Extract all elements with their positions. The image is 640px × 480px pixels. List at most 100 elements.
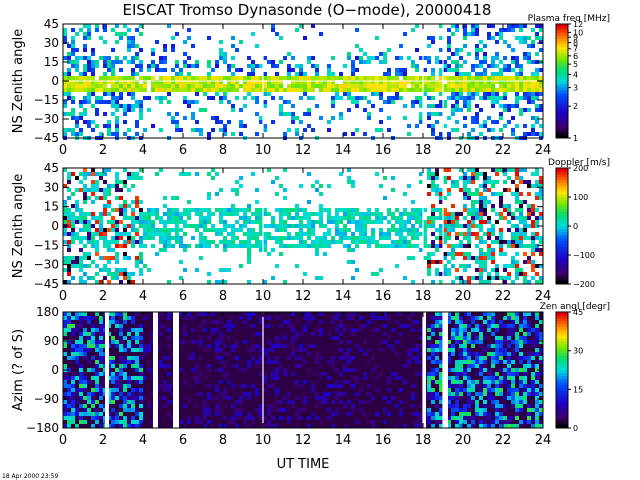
colorbar-cell	[556, 246, 568, 250]
data-cell	[63, 56, 67, 60]
data-cell	[79, 416, 83, 420]
data-cell	[295, 244, 299, 248]
data-cell	[251, 356, 255, 360]
data-cell	[495, 400, 499, 404]
data-cell	[135, 368, 139, 372]
data-cell	[375, 376, 379, 380]
data-cell	[367, 88, 371, 92]
data-cell	[539, 80, 543, 84]
data-cell	[495, 408, 499, 412]
data-cell	[247, 64, 251, 68]
data-cell	[483, 188, 487, 192]
data-cell	[443, 180, 447, 184]
data-cell	[195, 404, 199, 408]
y-tick-label: 45	[44, 17, 59, 31]
data-cell	[95, 84, 99, 88]
data-cell	[79, 332, 83, 336]
colorbar-cell	[556, 29, 568, 34]
data-cell	[303, 36, 307, 40]
data-cell	[115, 340, 119, 344]
data-cell	[331, 240, 335, 244]
data-cell	[79, 372, 83, 376]
data-cell	[71, 128, 75, 132]
data-cell	[239, 240, 243, 244]
figure-title: EISCAT Tromso Dynasonde (O−mode), 200004…	[123, 1, 492, 19]
data-cell	[99, 424, 103, 428]
data-cell	[287, 324, 291, 328]
x-tick-label: 14	[335, 143, 352, 158]
data-cell	[471, 328, 475, 332]
data-cell	[183, 60, 187, 64]
data-cell	[107, 200, 111, 204]
data-cell	[247, 232, 251, 236]
data-cell	[511, 76, 515, 80]
data-cell	[75, 60, 79, 64]
data-cell	[479, 192, 483, 196]
data-cell	[211, 320, 215, 324]
data-cell	[63, 324, 67, 328]
data-cell	[395, 216, 399, 220]
data-cell	[463, 60, 467, 64]
data-cell	[99, 324, 103, 328]
data-cell	[223, 224, 227, 228]
data-cell	[515, 244, 519, 248]
data-cell	[283, 356, 287, 360]
data-cell	[147, 360, 151, 364]
data-cell	[299, 220, 303, 224]
data-cell	[503, 408, 507, 412]
data-cell	[411, 104, 415, 108]
data-cell	[119, 36, 123, 40]
data-cell	[179, 72, 183, 76]
data-cell	[283, 348, 287, 352]
data-cell	[451, 344, 455, 348]
data-cell	[511, 368, 515, 372]
data-cell	[515, 208, 519, 212]
data-cell	[435, 248, 439, 252]
data-cell	[347, 52, 351, 56]
data-cell	[515, 36, 519, 40]
colorbar-cell	[556, 211, 568, 215]
data-cell	[111, 104, 115, 108]
data-cell	[123, 316, 127, 320]
data-cell	[515, 416, 519, 420]
data-cell	[459, 84, 463, 88]
data-cell	[411, 396, 415, 400]
data-cell	[351, 68, 355, 72]
data-cell	[367, 244, 371, 248]
data-cell	[199, 312, 203, 316]
data-cell	[187, 28, 191, 32]
data-cell	[491, 168, 495, 172]
data-cell	[167, 244, 171, 248]
data-cell	[511, 340, 515, 344]
data-cell	[459, 408, 463, 412]
data-cell	[159, 100, 163, 104]
data-cell	[371, 104, 375, 108]
data-cell	[227, 88, 231, 92]
data-cell	[411, 76, 415, 80]
data-cell	[199, 396, 203, 400]
data-cell	[311, 424, 315, 428]
data-cell	[159, 384, 163, 388]
data-cell	[83, 196, 87, 200]
data-cell	[83, 172, 87, 176]
data-cell	[79, 208, 83, 212]
data-cell	[135, 64, 139, 68]
data-cell	[255, 188, 259, 192]
data-cell	[291, 400, 295, 404]
data-cell	[399, 324, 403, 328]
colorbar-cell	[556, 41, 568, 45]
colorbar-cell	[556, 26, 568, 31]
data-cell	[291, 328, 295, 332]
data-cell	[71, 40, 75, 44]
data-cell	[471, 172, 475, 176]
data-cell	[535, 408, 539, 412]
data-cell	[495, 356, 499, 360]
data-cell	[351, 328, 355, 332]
data-cell	[439, 372, 443, 376]
data-cell	[471, 168, 475, 172]
data-cell	[479, 340, 483, 344]
data-cell	[95, 280, 99, 284]
data-cell	[415, 420, 419, 424]
data-cell	[351, 276, 355, 280]
colorbar-cell	[556, 384, 568, 388]
